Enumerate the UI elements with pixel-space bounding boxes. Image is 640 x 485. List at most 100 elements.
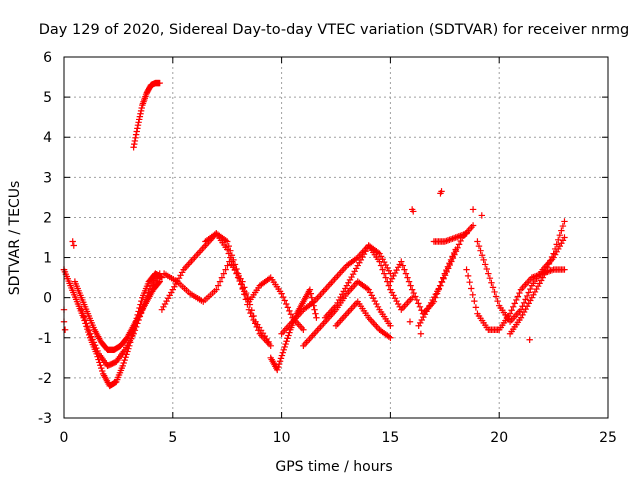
data-point: [463, 230, 470, 237]
data-point: [370, 295, 377, 302]
data-point: [275, 360, 283, 368]
data-point: [246, 301, 254, 308]
data-point: [482, 261, 489, 268]
x-tick-label: 0: [60, 430, 69, 446]
data-point: [526, 336, 533, 343]
data-point: [132, 131, 140, 138]
data-point: [471, 297, 478, 305]
data-point: [373, 300, 380, 308]
data-point: [445, 265, 452, 272]
data-point: [534, 283, 542, 290]
data-point: [402, 270, 410, 277]
data-point: [527, 297, 534, 304]
data-point: [177, 272, 184, 279]
data-point: [449, 254, 457, 262]
data-point: [492, 293, 500, 300]
data-point: [346, 276, 354, 284]
data-point: [130, 330, 137, 337]
data-point: [387, 334, 394, 341]
data-point: [274, 363, 282, 371]
data-point: [408, 286, 416, 293]
data-point: [561, 266, 568, 273]
data-point: [311, 306, 318, 313]
data-point: [516, 289, 523, 297]
data-point: [548, 253, 556, 261]
data-point: [525, 300, 532, 307]
data-point: [277, 355, 285, 362]
data-point: [474, 238, 481, 245]
data-point: [558, 240, 565, 247]
data-point: [469, 291, 476, 299]
data-point: [446, 261, 453, 269]
data-point: [410, 208, 417, 215]
data-point: [89, 336, 96, 343]
data-point: [359, 253, 366, 261]
data-point: [119, 362, 126, 370]
data-point: [371, 297, 379, 305]
data-point: [509, 303, 517, 311]
data-point: [443, 268, 450, 276]
x-tick-label: 25: [599, 430, 617, 446]
data-point: [236, 277, 243, 285]
data-point: [61, 326, 69, 333]
data-point: [166, 292, 173, 299]
data-point: [387, 322, 394, 329]
data-point: [237, 281, 245, 288]
data-point: [463, 266, 470, 273]
data-point: [144, 292, 151, 300]
data-point: [313, 314, 320, 321]
data-points: [60, 79, 568, 390]
data-point: [70, 242, 77, 249]
data-point: [485, 270, 492, 277]
data-point: [448, 258, 455, 265]
data-point: [469, 222, 477, 229]
data-point: [494, 297, 501, 305]
data-point: [178, 269, 186, 276]
data-point: [132, 323, 140, 331]
data-point: [406, 318, 414, 325]
data-point: [542, 267, 550, 274]
y-tick-label: 2: [43, 210, 52, 226]
data-point: [137, 107, 145, 115]
data-point: [130, 144, 137, 151]
data-point: [132, 134, 139, 141]
data-point: [69, 238, 76, 245]
data-point: [131, 140, 138, 148]
data-point: [283, 300, 290, 308]
data-point: [279, 349, 287, 356]
data-point: [280, 346, 287, 354]
data-point: [486, 274, 494, 282]
data-point: [545, 260, 553, 268]
data-point: [539, 274, 546, 281]
data-point: [225, 242, 232, 250]
data-point: [478, 212, 485, 219]
data-point: [227, 247, 234, 254]
data-point: [388, 275, 396, 282]
data-point: [135, 316, 142, 324]
data-point: [410, 289, 417, 297]
grid: [64, 57, 608, 418]
data-point: [283, 338, 290, 345]
data-point: [141, 299, 149, 307]
data-point: [160, 303, 167, 311]
data-point: [145, 289, 152, 296]
data-point: [218, 274, 226, 281]
plot-frame: [63, 56, 609, 419]
data-point: [287, 311, 295, 318]
data-point: [131, 327, 139, 334]
data-point: [224, 262, 231, 269]
data-point: [244, 295, 251, 302]
data-point: [216, 278, 224, 285]
data-point: [220, 270, 227, 277]
y-axis-label: SDTVAR / TECUs: [7, 181, 23, 296]
data-point: [399, 262, 407, 269]
data-point: [138, 104, 145, 112]
data-point: [265, 338, 272, 345]
data-point: [407, 282, 414, 289]
data-point: [404, 274, 411, 281]
data-point: [376, 258, 383, 265]
data-point: [415, 322, 422, 329]
data-point: [131, 137, 139, 145]
data-point: [531, 288, 539, 296]
data-point: [438, 278, 446, 286]
